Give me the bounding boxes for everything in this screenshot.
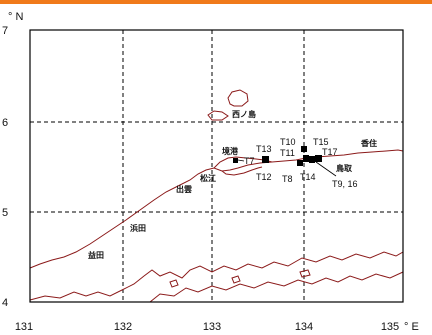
map-frame [29,29,404,303]
marker-t11 [303,155,309,162]
lon-label-133: 133 [203,321,221,333]
marker-t15-t17 [315,155,322,162]
shikoku-coast [149,271,404,303]
island-1 [169,279,179,288]
coastline [29,89,404,303]
longitude-labels: 131 132 133 134 135 ° E [15,321,419,333]
marker-t12-t13 [262,156,269,163]
label-t11: T11 [280,148,295,158]
place-kasumi: 香住 [360,138,377,148]
label-t10: T10 [280,137,296,147]
island-2 [231,275,241,284]
oki-islands [227,89,249,107]
place-hamada: 浜田 [130,223,146,233]
station-markers [233,146,337,177]
setouchi-coast [29,251,404,301]
place-labels: 西ノ島 境港 松江 出雲 浜田 益田 鳥取 香住 [88,109,377,260]
lat-label-5: 5 [2,207,8,219]
marker-t7-leader [237,159,245,162]
station-labels: T7 T13 T12 T8 T10 T11 T14 T15 T17 T9, 16 [244,137,358,189]
place-matsue: 松江 [200,173,216,183]
label-t17: T17 [322,147,338,157]
place-masuda: 益田 [88,250,104,260]
lon-label-131: 131 [15,321,33,333]
lon-label-132: 132 [114,321,132,333]
grid-lines [30,30,403,302]
lake-shinji [221,166,263,176]
marker-t9-16-leader [315,161,337,177]
marker-t14 [309,156,315,163]
label-t9-16: T9, 16 [332,179,358,189]
place-tottori: 鳥取 [336,163,352,173]
marker-t7 [233,158,238,163]
latitude-labels: 7 ° N 6 5 4 [2,11,23,309]
lon-label-135: 135 [381,321,399,333]
marker-t10 [301,146,307,152]
island-3 [299,269,311,278]
lon-label-134: 134 [295,321,313,333]
label-t12: T12 [256,172,272,182]
label-t8: T8 [282,174,293,184]
place-izumo: 出雲 [176,184,192,194]
top-accent-bar [0,0,432,4]
lat-label-4: 4 [2,297,8,309]
lat-label-6: 6 [2,117,8,129]
lat-label-unit: ° N [8,11,23,23]
honshu-coast [29,149,404,269]
lon-label-unit: ° E [404,321,419,333]
lat-label-7: 7 [2,25,8,37]
place-nishinoshima: 西ノ島 [232,109,256,119]
oki-small-islands [207,110,229,121]
label-t13: T13 [256,144,272,154]
place-sakaiminato: 境港 [222,146,239,156]
label-t15: T15 [313,137,329,147]
label-t7: T7 [244,156,255,166]
marker-t8 [297,160,303,166]
label-t14: T14 [300,172,316,182]
